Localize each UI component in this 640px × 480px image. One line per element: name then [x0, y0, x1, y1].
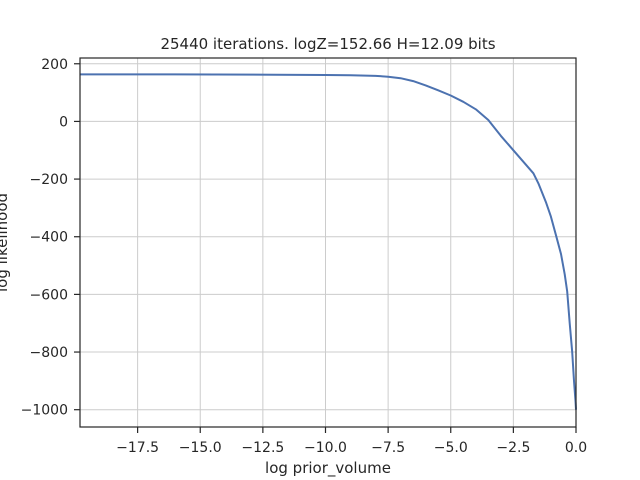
- y-tick-label: −1000: [21, 403, 68, 419]
- x-tick-label: −10.0: [304, 440, 347, 456]
- x-axis-label: log prior_volume: [265, 459, 391, 478]
- plot-frame: [79, 57, 577, 428]
- x-tick-label: −17.5: [116, 440, 159, 456]
- y-axis-label: log likelihood: [0, 193, 11, 292]
- x-tick-label: −7.5: [371, 440, 405, 456]
- y-tick-label: 200: [41, 57, 68, 73]
- y-tick-label: −200: [30, 172, 68, 188]
- x-tick-label: −12.5: [241, 440, 284, 456]
- y-tick-label: −400: [30, 230, 68, 246]
- x-tick-label: −15.0: [179, 440, 222, 456]
- x-tick-label: 0.0: [565, 440, 587, 456]
- x-tick-label: −2.5: [496, 440, 530, 456]
- likelihood-series-line: [80, 73, 577, 410]
- y-tick-label: −600: [30, 287, 68, 303]
- chart-title: 25440 iterations. logZ=152.66 H=12.09 bi…: [160, 35, 495, 53]
- x-tick-label: −5.0: [434, 440, 468, 456]
- y-tick-label: 0: [59, 114, 68, 130]
- y-tick-label: −800: [30, 345, 68, 361]
